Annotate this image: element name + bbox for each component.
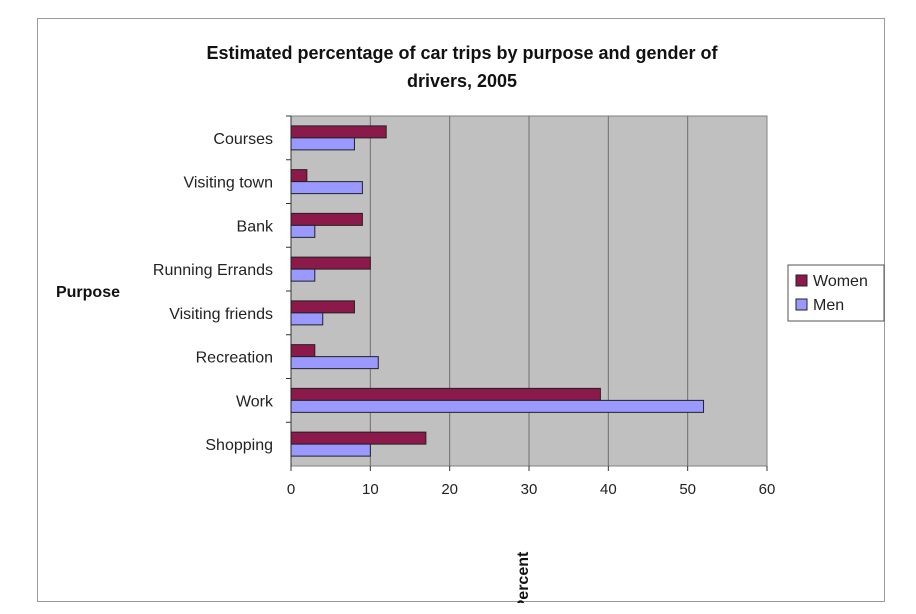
category-label: Work xyxy=(236,393,274,410)
x-tick-label: 10 xyxy=(362,481,379,498)
bar-women xyxy=(290,387,601,401)
bar-women xyxy=(290,169,308,183)
bar-men xyxy=(290,268,316,282)
legend-label: Men xyxy=(813,297,844,314)
bars xyxy=(290,125,705,457)
x-tick-label: 60 xyxy=(759,481,776,498)
x-tick-label: 20 xyxy=(441,481,458,498)
legend: Women Men xyxy=(787,264,885,322)
x-tick-label: 50 xyxy=(679,481,696,498)
chart-title: Estimated percentage of car trips by pur… xyxy=(206,43,718,91)
chart-title-line-1: Estimated percentage of car trips by pur… xyxy=(206,43,718,63)
category-label: Courses xyxy=(213,131,273,148)
category-label: Shopping xyxy=(205,437,273,454)
bar-women xyxy=(290,125,387,139)
bar-men xyxy=(290,312,324,326)
chart-title-line-2: drivers, 2005 xyxy=(407,71,517,91)
x-tick-labels: 0 10 20 30 40 50 60 xyxy=(287,481,776,498)
legend-box xyxy=(787,264,885,322)
bar-men xyxy=(290,181,363,195)
x-tick-label: 30 xyxy=(521,481,538,498)
legend-swatch xyxy=(795,298,808,311)
bar-men xyxy=(290,137,355,151)
bar-men xyxy=(290,356,379,370)
legend-swatch xyxy=(795,274,808,287)
legend-label: Women xyxy=(813,273,868,290)
y-axis-title: Purpose xyxy=(56,284,120,301)
category-label: Bank xyxy=(237,218,274,235)
category-label: Visiting friends xyxy=(169,306,273,323)
bar-women xyxy=(290,344,316,358)
bar-men xyxy=(290,443,371,457)
chart-frame: Estimated percentage of car trips by pur… xyxy=(37,18,885,603)
x-tick-label: 0 xyxy=(287,481,295,498)
category-label: Visiting town xyxy=(183,175,273,192)
x-tick-label: 40 xyxy=(600,481,617,498)
x-axis-title: Percent xyxy=(515,551,532,603)
bar-women xyxy=(290,431,427,445)
category-label: Running Errands xyxy=(153,262,273,279)
bar-women xyxy=(290,212,363,226)
bar-women xyxy=(290,256,371,270)
chart: Estimated percentage of car trips by pur… xyxy=(56,43,885,603)
category-labels: Courses Visiting town Bank Running Errands V… xyxy=(153,131,274,454)
bar-women xyxy=(290,300,355,314)
bar-men xyxy=(290,399,705,413)
category-label: Recreation xyxy=(196,350,273,367)
bar-men xyxy=(290,224,316,238)
